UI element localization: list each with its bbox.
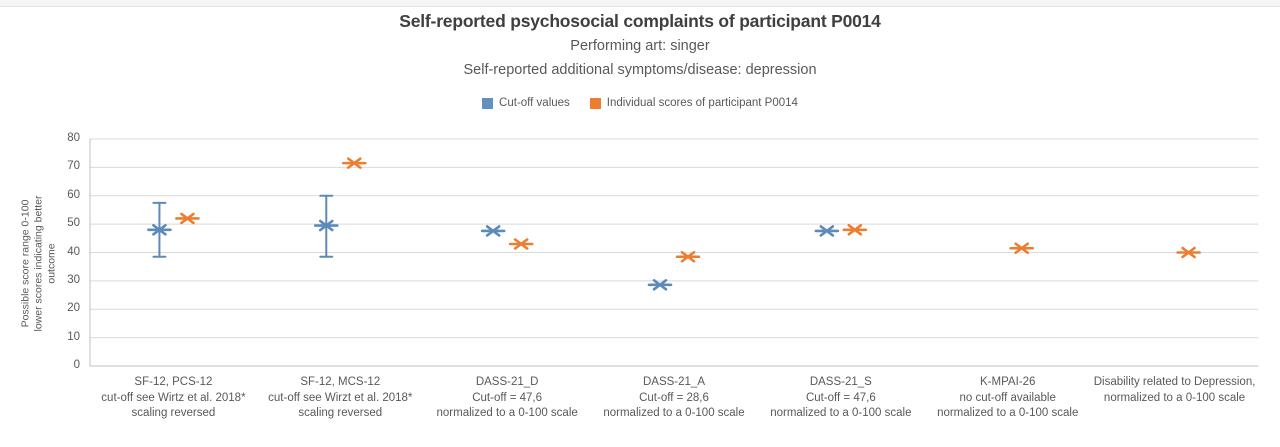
x-category-label-line: K-MPAI-26	[980, 376, 1036, 388]
window-top-edge	[0, 0, 1280, 7]
marker-series2-cat2	[346, 157, 362, 169]
x-category-label-line: Cut-off = 47,6	[805, 391, 876, 404]
marker-series2-cat1	[180, 212, 195, 225]
marker-series2-cat5	[847, 224, 863, 236]
marker-series1-cat1	[152, 224, 167, 236]
marker-series2-cat3	[513, 238, 529, 250]
x-category-label-line: Cut-off = 47,6	[472, 391, 543, 404]
y-tick-label: 80	[67, 132, 80, 144]
x-category-label-line: SF-12, MCS-12	[300, 376, 381, 388]
x-category-label-line: normalized to a 0-100 scale	[436, 407, 578, 419]
legend-label: Individual scores of participant P0014	[606, 97, 798, 109]
x-category-label-line: normalized to a 0-100 scale	[603, 407, 745, 419]
legend-item: Cut-off values	[482, 97, 570, 109]
x-category-label: Disability related to Depression, normali…	[1082, 375, 1268, 406]
x-category-label-line: normalized to a 0-100 scale	[1103, 391, 1246, 404]
y-tick-label: 0	[73, 359, 80, 371]
x-category-label: SF-12, PCS-12 cut-off see Wirtz et al. 20…	[80, 375, 266, 422]
marker-series1-cat5	[819, 225, 835, 237]
legend-label: Cut-off values	[499, 97, 570, 109]
x-category-label: DASS-21_D Cut-off = 47,6 normalized to a 0…	[414, 375, 600, 422]
x-category-label-line: SF-12, PCS-12	[134, 376, 213, 388]
marker-series1-cat2	[318, 219, 334, 232]
marker-series1-cat3	[485, 225, 501, 237]
marker-series2-cat6	[1014, 242, 1030, 255]
marker-series2-cat4	[680, 250, 696, 263]
x-category-label: DASS-21_S Cut-off = 47,6 normalized to a 0…	[748, 375, 934, 422]
chart-title: Self-reported psychosocial complaints of…	[399, 11, 881, 31]
legend-item: Individual scores of participant P0014	[589, 97, 798, 109]
y-tick-label: 40	[67, 245, 80, 258]
y-tick-label: 60	[67, 188, 80, 201]
y-tick-label: 10	[67, 330, 80, 343]
x-category-label-line: scaling reversed	[131, 407, 216, 419]
y-tick-label: 30	[67, 273, 80, 286]
y-tick-label: 50	[67, 217, 80, 230]
marker-series2-cat7	[1181, 246, 1196, 259]
x-category-label-line: Disability related to Depression,	[1093, 376, 1256, 388]
x-category-label: SF-12, MCS-12 cut-off see Wirzt et al. 20…	[247, 375, 433, 422]
x-category-label-line: cut-off see Wirzt et al. 2018*	[268, 391, 413, 404]
x-category-label-line: no cut-off available	[959, 391, 1056, 404]
x-category-label-line: scaling reversed	[298, 407, 383, 419]
legend-swatch-icon	[589, 97, 601, 109]
chart-subtitle-symptoms: Self-reported additional symptoms/diseas…	[463, 62, 817, 78]
legend-swatch-icon	[482, 97, 494, 109]
chart-legend: Cut-off values Individual scores of parti…	[0, 97, 1280, 109]
y-tick-label: 20	[67, 302, 80, 315]
marker-series1-cat4	[652, 279, 668, 291]
y-tick-label: 70	[67, 160, 80, 173]
x-category-label-line: normalized to a 0-100 scale	[770, 407, 912, 419]
chart-subtitle-performing-art: Performing art: singer	[570, 38, 710, 54]
x-category-label-line: DASS-21_A	[642, 376, 705, 388]
x-category-label-line: DASS-21_D	[475, 376, 539, 388]
x-category-label-line: DASS-21_S	[809, 376, 872, 388]
x-category-label-line: Cut-off = 28,6	[639, 391, 709, 404]
x-category-label-line: cut-off see Wirtz et al. 2018*	[101, 391, 246, 404]
x-category-label: DASS-21_A Cut-off = 28,6 normalized to a 0…	[581, 375, 767, 422]
x-category-label: K-MPAI-26 no cut-off available normalized …	[915, 375, 1101, 422]
x-category-label-line: normalized to a 0-100 scale	[937, 407, 1079, 419]
